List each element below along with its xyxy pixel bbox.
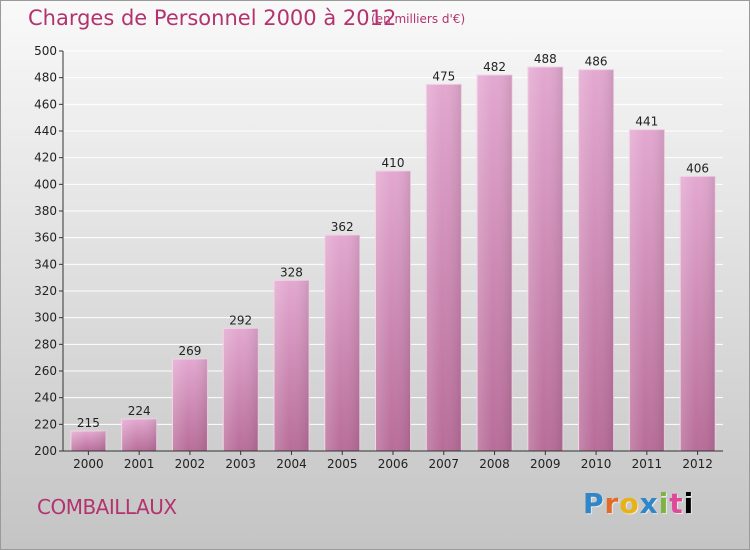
axes: 200 220 240 260 280 300 320 340 360 380 400 420 440 4… xyxy=(34,44,723,471)
bar-value-label: 441 xyxy=(635,115,658,129)
bar-shade xyxy=(223,328,259,451)
logo-letter: o xyxy=(619,487,640,520)
chart-unit-note: (en milliers d'€) xyxy=(371,12,466,26)
y-tick-label: 440 xyxy=(34,124,57,138)
bar-value-label: 362 xyxy=(331,220,354,234)
y-tick-label: 480 xyxy=(34,71,57,85)
y-tick-label: 260 xyxy=(34,364,57,378)
y-tick-label: 500 xyxy=(34,44,57,58)
x-tick-label: 2000 xyxy=(73,457,104,471)
x-tick-label: 2002 xyxy=(175,457,206,471)
y-tick-label: 220 xyxy=(34,417,57,431)
x-tick-label: 2008 xyxy=(479,457,510,471)
bars xyxy=(70,66,716,452)
bar-value-label: 475 xyxy=(432,69,455,83)
logo-letter: P xyxy=(583,487,605,520)
x-tick-label: 2005 xyxy=(327,457,358,471)
x-tick-label: 2010 xyxy=(581,457,612,471)
bar-value-label: 406 xyxy=(686,161,709,175)
y-tick-label: 360 xyxy=(34,231,57,245)
y-tick-label: 400 xyxy=(34,177,57,191)
bar-value-label: 486 xyxy=(585,55,608,69)
bar-value-label: 215 xyxy=(77,416,100,430)
logo-letter: i xyxy=(658,487,670,520)
bar-shade xyxy=(629,129,665,451)
bar-shade xyxy=(527,67,563,451)
bar-value-label: 488 xyxy=(534,52,557,66)
x-tick-label: 2001 xyxy=(124,457,155,471)
y-tick-label: 340 xyxy=(34,257,57,271)
bar-value-label: 482 xyxy=(483,60,506,74)
chart-title: Charges de Personnel 2000 à 2012 xyxy=(28,6,397,30)
bar-shade xyxy=(426,84,462,451)
y-tick-label: 320 xyxy=(34,284,57,298)
x-tick-label: 2007 xyxy=(428,457,459,471)
x-tick-label: 2012 xyxy=(682,457,713,471)
logo-letter: r xyxy=(604,487,620,520)
bar-value-label: 292 xyxy=(229,313,252,327)
logo-letter: x xyxy=(639,487,659,520)
y-tick-label: 420 xyxy=(34,151,57,165)
bar-shade xyxy=(273,280,309,451)
y-tick-label: 380 xyxy=(34,204,57,218)
y-tick-label: 280 xyxy=(34,337,57,351)
bar-shade xyxy=(121,419,157,451)
bar-shade xyxy=(70,431,106,451)
data-labels: 215 224 269 292 328 362 410 475 482 488 486 441 406 xyxy=(77,52,709,430)
y-tick-label: 460 xyxy=(34,97,57,111)
x-tick-label: 2004 xyxy=(276,457,307,471)
bar-shade xyxy=(324,235,360,451)
y-tick-label: 300 xyxy=(34,311,57,325)
logo-letter: i xyxy=(683,487,695,520)
y-tick-label: 240 xyxy=(34,391,57,405)
bar-value-label: 328 xyxy=(280,265,303,279)
x-tick-label: 2009 xyxy=(530,457,561,471)
bar-shade xyxy=(578,69,614,452)
proxiti-logo[interactable]: Proxiti xyxy=(583,487,694,520)
bar-value-label: 224 xyxy=(128,404,151,418)
x-tick-label: 2011 xyxy=(632,457,663,471)
bar-shade xyxy=(375,171,411,451)
bar-shade xyxy=(477,75,513,451)
bar-value-label: 410 xyxy=(382,156,405,170)
x-tick-label: 2003 xyxy=(225,457,256,471)
bar-value-label: 269 xyxy=(178,344,201,358)
x-tick-label: 2006 xyxy=(378,457,409,471)
bar-shade xyxy=(680,176,716,452)
bar-shade xyxy=(172,359,208,451)
logo-letter: t xyxy=(669,487,684,520)
commune-name: COMBAILLAUX xyxy=(37,495,177,519)
y-tick-label: 200 xyxy=(34,444,57,458)
